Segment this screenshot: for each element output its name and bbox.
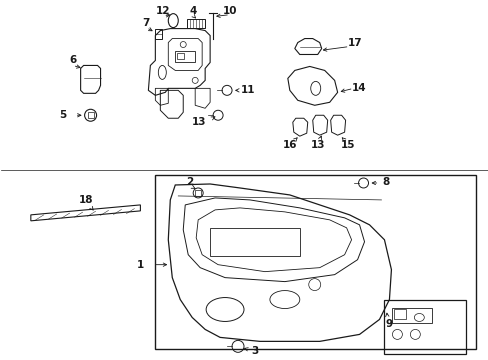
Bar <box>155 175 475 349</box>
Bar <box>392 307 431 323</box>
Bar <box>177 54 184 59</box>
Text: 11: 11 <box>240 85 255 95</box>
Bar <box>384 300 465 354</box>
Text: 3: 3 <box>251 346 258 356</box>
Text: 10: 10 <box>223 6 237 15</box>
Bar <box>155 28 162 39</box>
Bar <box>195 190 201 196</box>
Text: 16: 16 <box>282 140 297 150</box>
Text: 12: 12 <box>156 6 170 15</box>
Text: 8: 8 <box>382 177 389 187</box>
Text: 5: 5 <box>59 110 66 120</box>
Text: 2: 2 <box>186 177 193 187</box>
Text: 18: 18 <box>78 195 93 205</box>
Text: 4: 4 <box>189 6 197 15</box>
Text: 14: 14 <box>351 84 366 93</box>
Bar <box>87 112 93 118</box>
Text: 13: 13 <box>310 140 325 150</box>
Text: 9: 9 <box>385 319 392 329</box>
Bar <box>187 19 205 28</box>
Bar <box>210 228 299 256</box>
Text: 13: 13 <box>191 117 206 127</box>
Bar <box>394 310 406 319</box>
Bar <box>175 50 195 62</box>
Text: 7: 7 <box>142 18 150 28</box>
Text: 15: 15 <box>340 140 354 150</box>
Text: 1: 1 <box>137 260 144 270</box>
Text: 17: 17 <box>347 37 362 48</box>
Text: 6: 6 <box>69 55 76 66</box>
